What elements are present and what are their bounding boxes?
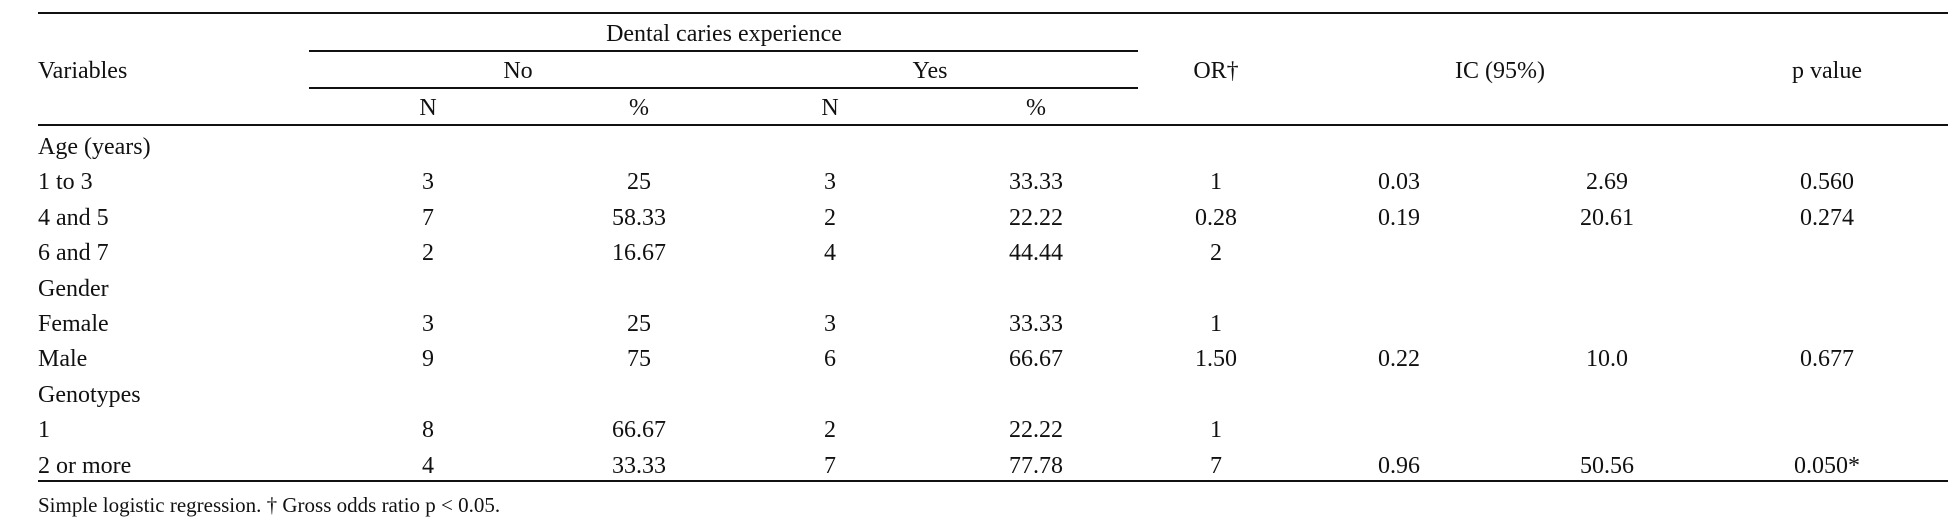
bottom-rule: [38, 480, 1948, 482]
table-cell: 44.44: [1009, 240, 1063, 267]
table-cell: 7: [824, 452, 836, 479]
row-label: 1: [38, 417, 50, 444]
table-cell: 4: [422, 452, 434, 479]
table-cell: 8: [422, 417, 434, 444]
row-label: Genotypes: [38, 381, 141, 408]
table-cell: 50.56: [1580, 452, 1634, 479]
row-label: 1 to 3: [38, 169, 93, 196]
top-rule: [38, 12, 1948, 14]
table-cell: 9: [422, 346, 434, 373]
header-group: Dental caries experience: [606, 21, 842, 47]
table-cell: 2: [824, 204, 836, 231]
table-cell: 1: [1210, 417, 1222, 444]
table-cell: 7: [422, 204, 434, 231]
header-ic: IC (95%): [1455, 58, 1545, 84]
table-cell: 2: [1210, 240, 1222, 267]
header-no: No: [503, 58, 533, 84]
table-cell: 3: [824, 311, 836, 337]
table-cell: 16.67: [612, 240, 666, 267]
header-or: OR†: [1193, 58, 1239, 84]
table-cell: 25: [627, 169, 651, 196]
table-cell: 1.50: [1195, 346, 1237, 373]
header-p: p value: [1792, 58, 1862, 84]
table-cell: 1: [1210, 169, 1222, 196]
table-cell: 0.03: [1378, 169, 1420, 196]
row-label: Male: [38, 346, 88, 373]
table-cell: 3: [422, 169, 434, 196]
table-cell: 2.69: [1586, 169, 1628, 196]
header-variables: Variables: [38, 58, 128, 84]
sub-rule: [309, 87, 1138, 89]
table-cell: 1: [1210, 311, 1222, 337]
table-cell: 0.19: [1378, 204, 1420, 231]
row-label: Age (years): [38, 134, 151, 160]
row-label: Gender: [38, 275, 109, 302]
table-cell: 25: [627, 311, 651, 337]
table-cell: 77.78: [1009, 452, 1063, 479]
table-cell: 22.22: [1009, 417, 1063, 444]
sub-header: N: [821, 95, 839, 121]
row-label: Female: [38, 311, 109, 337]
sub-header: %: [1026, 95, 1046, 121]
table-cell: 7: [1210, 452, 1222, 479]
table-cell: 4: [824, 240, 836, 267]
sub-header: %: [629, 95, 649, 121]
header-bottom-rule: [38, 124, 1948, 126]
table-cell: 0.96: [1378, 452, 1420, 479]
table-cell: 75: [627, 346, 651, 373]
table-cell: 66.67: [612, 417, 666, 444]
group-rule: [309, 50, 1138, 52]
table-cell: 2: [422, 240, 434, 267]
footnote: Simple logistic regression. † Gross odds…: [38, 493, 501, 517]
table-cell: 20.61: [1580, 204, 1634, 231]
table-cell: 33.33: [1009, 311, 1063, 337]
table-cell: 0.677: [1800, 346, 1854, 373]
sub-header: N: [419, 95, 437, 121]
row-label: 2 or more: [38, 452, 132, 479]
table-cell: 0.28: [1195, 204, 1237, 231]
table-cell: 2: [824, 417, 836, 444]
table-cell: 33.33: [612, 452, 666, 479]
table-cell: 3: [422, 311, 434, 337]
row-label: 4 and 5: [38, 204, 109, 231]
table-cell: 10.0: [1586, 346, 1628, 373]
table-cell: 0.560: [1800, 169, 1854, 196]
table-cell: 0.050*: [1794, 452, 1860, 479]
table-cell: 58.33: [612, 204, 666, 231]
table-cell: 22.22: [1009, 204, 1063, 231]
header-yes: Yes: [912, 58, 948, 84]
table-cell: 6: [824, 346, 836, 373]
table-cell: 0.22: [1378, 346, 1420, 373]
table-cell: 33.33: [1009, 169, 1063, 196]
row-label: 6 and 7: [38, 240, 109, 267]
table-cell: 0.274: [1800, 204, 1854, 231]
table-cell: 66.67: [1009, 346, 1063, 373]
table-cell: 3: [824, 169, 836, 196]
